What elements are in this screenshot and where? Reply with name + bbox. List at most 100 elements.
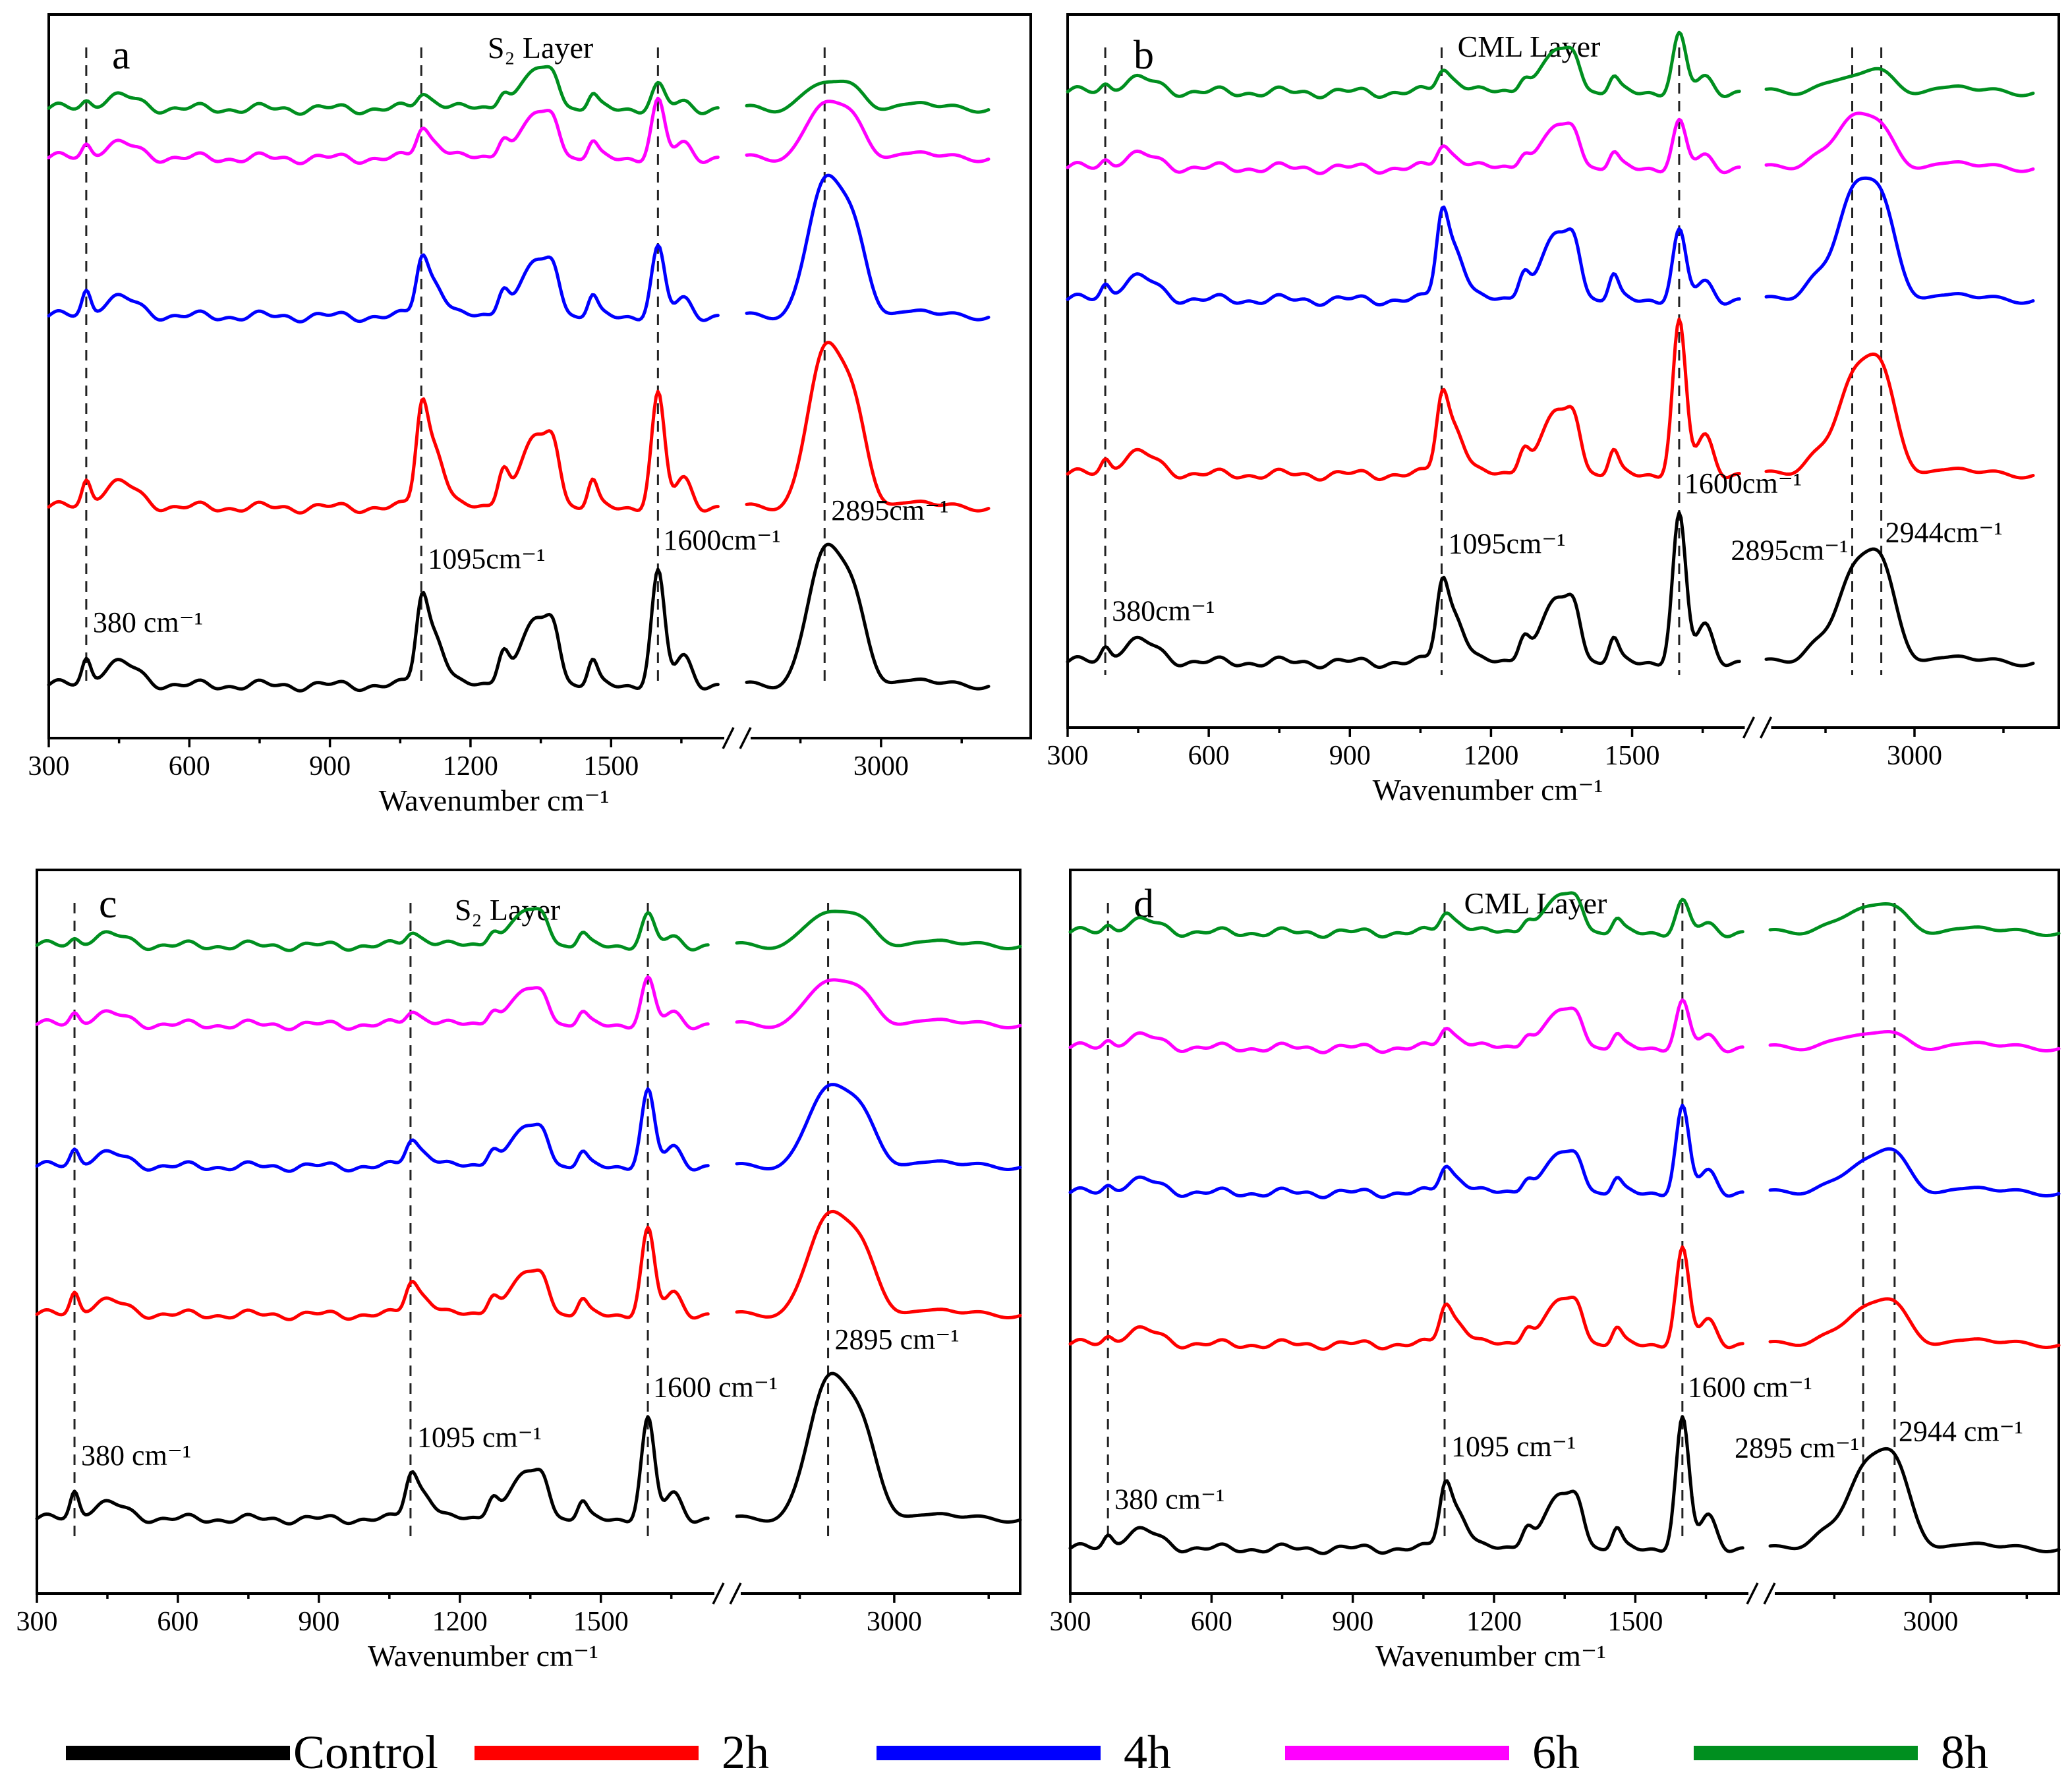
series-line-6h <box>35 975 710 1031</box>
peak-annotation: 380 cm⁻¹ <box>81 1439 191 1472</box>
peak-annotation: 2895 cm⁻¹ <box>835 1323 960 1356</box>
series-line-control-high <box>745 542 991 691</box>
series-line-4h-high <box>1768 1147 2061 1197</box>
panel-title: CML Layer <box>1458 30 1601 63</box>
series-line-6h-high <box>745 100 991 163</box>
series-line-4h-high <box>1764 176 2035 305</box>
x-tick-label: 1500 <box>573 1607 629 1637</box>
series-line-4h <box>1066 205 1741 307</box>
series-line-8h <box>35 907 710 952</box>
x-tick-label: 600 <box>157 1607 198 1637</box>
x-tick-label: 1500 <box>1607 1607 1663 1637</box>
legend-label: 6h <box>1532 1726 1580 1779</box>
x-tick-label: 3000 <box>1903 1607 1958 1637</box>
series-line-4h <box>47 243 720 324</box>
peak-annotation: 1095cm⁻¹ <box>428 543 545 575</box>
x-tick-label: 1200 <box>1466 1607 1522 1637</box>
series-line-8h-high <box>735 909 1022 950</box>
axis-break-mark <box>1759 716 1773 739</box>
legend: Control 2h 4h 6h 8h <box>66 1726 1988 1779</box>
peak-annotation: 1600cm⁻¹ <box>663 524 780 556</box>
series-line-6h <box>1068 998 1744 1054</box>
x-tick-label: 1500 <box>583 751 639 782</box>
series-line-2h-high <box>735 1209 1022 1319</box>
series-line-control <box>1068 1415 1744 1555</box>
series-line-control <box>35 1415 710 1526</box>
plot-frame <box>36 869 1022 1595</box>
series-line-8h-high <box>1764 67 2035 98</box>
series-line-4h <box>35 1087 710 1173</box>
series-line-control-high <box>735 1371 1022 1524</box>
x-tick-label: 600 <box>1191 1607 1232 1637</box>
legend-label: Control <box>293 1726 438 1779</box>
peak-annotation: 2895cm⁻¹ <box>1731 534 1848 566</box>
chart-panel-c: 300 600 900 1200 1500 3000 Wavenumber cm⁻¹ c S₂ … <box>16 869 1022 1673</box>
axis-break-mark <box>712 1582 725 1605</box>
series-line-control-high <box>1768 1447 2061 1553</box>
series-line-8h <box>1066 30 1741 100</box>
peak-annotation: 1095cm⁻¹ <box>1448 527 1565 560</box>
series-line-6h-high <box>1768 1030 2061 1052</box>
x-tick-label: 3000 <box>867 1607 922 1637</box>
plot-frame <box>1066 13 2060 729</box>
series-line-2h-high <box>745 341 991 513</box>
series-line-4h <box>1068 1103 1744 1199</box>
x-tick-label: 900 <box>298 1607 339 1637</box>
peak-annotation: 2895cm⁻¹ <box>831 494 948 527</box>
series-line-2h-high <box>1768 1297 2061 1349</box>
axis-break-mark <box>729 1582 742 1605</box>
x-axis-label: Wavenumber cm⁻¹ <box>379 784 610 817</box>
x-tick-label: 300 <box>16 1607 58 1637</box>
peak-annotation: 380cm⁻¹ <box>1112 594 1215 627</box>
legend-label: 2h <box>722 1726 769 1779</box>
series-line-8h <box>1068 891 1744 939</box>
panel-letter: b <box>1134 33 1154 78</box>
panel-title: S₂ Layer <box>488 31 593 65</box>
x-tick-label: 1200 <box>432 1607 488 1637</box>
peak-annotation: 1600 cm⁻¹ <box>1688 1371 1812 1404</box>
peak-annotation: 1095 cm⁻¹ <box>417 1421 542 1453</box>
series-line-2h-high <box>1764 352 2035 480</box>
peak-annotation: 380 cm⁻¹ <box>1114 1483 1224 1515</box>
x-tick-label: 300 <box>1047 741 1089 771</box>
x-tick-label: 1200 <box>1463 741 1518 771</box>
axis-break-mark <box>722 727 735 749</box>
x-tick-label: 3000 <box>1887 741 1942 771</box>
series-line-2h <box>1068 1245 1744 1351</box>
panel-letter: c <box>99 882 117 927</box>
x-tick-label: 300 <box>28 751 70 782</box>
x-tick-label: 600 <box>1188 741 1230 771</box>
peak-annotation: 1600cm⁻¹ <box>1684 467 1802 500</box>
x-tick-label: 300 <box>1050 1607 1091 1637</box>
series-line-8h <box>47 65 720 116</box>
x-tick-label: 1200 <box>443 751 498 782</box>
peak-annotation: 1600 cm⁻¹ <box>653 1371 778 1404</box>
peak-annotation: 2944cm⁻¹ <box>1885 516 2003 548</box>
series-line-control <box>47 567 720 693</box>
series-line-4h-high <box>735 1083 1022 1171</box>
panel-letter: a <box>112 33 130 78</box>
panel-title: S₂ Layer <box>455 893 560 927</box>
series-line-6h <box>47 96 720 165</box>
peak-annotation: 380 cm⁻¹ <box>93 606 203 639</box>
axis-break-mark <box>1742 716 1756 739</box>
series-line-6h-high <box>735 978 1022 1029</box>
x-tick-label: 900 <box>1329 741 1371 771</box>
axis-break-mark <box>1746 1582 1759 1605</box>
series-line-8h-high <box>1768 902 2061 937</box>
chart-panel-b: 300 600 900 1200 1500 3000 Wavenumber cm⁻¹ b CML… <box>1047 13 2060 807</box>
peak-annotation: 2944 cm⁻¹ <box>1899 1415 2023 1447</box>
series-line-2h <box>47 389 720 515</box>
x-tick-label: 3000 <box>853 751 909 782</box>
x-tick-label: 1500 <box>1605 741 1660 771</box>
peak-annotation: 1095 cm⁻¹ <box>1451 1430 1576 1462</box>
axis-break-mark <box>1763 1582 1776 1605</box>
legend-label: 8h <box>1941 1726 1988 1779</box>
x-axis-label: Wavenumber cm⁻¹ <box>1375 1639 1606 1673</box>
x-tick-label: 900 <box>1332 1607 1373 1637</box>
series-line-control <box>1066 511 1741 670</box>
x-axis-label: Wavenumber cm⁻¹ <box>1373 773 1603 807</box>
x-axis-label: Wavenumber cm⁻¹ <box>368 1639 598 1673</box>
series-line-6h-high <box>1764 111 2035 173</box>
